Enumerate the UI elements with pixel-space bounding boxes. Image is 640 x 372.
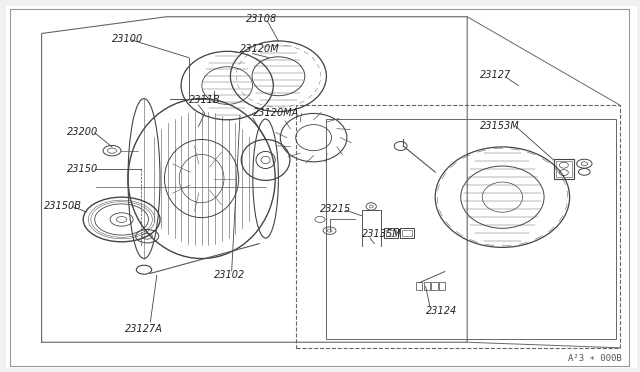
Text: 23120M: 23120M [240, 44, 280, 54]
Bar [554, 159, 574, 179]
Text: 23150B: 23150B [44, 202, 81, 211]
Bar [439, 282, 445, 290]
Text: 23200: 23200 [67, 127, 99, 137]
Bar [402, 230, 412, 236]
Bar [400, 228, 414, 238]
Text: 23108: 23108 [246, 15, 278, 24]
Text: 23100: 23100 [112, 34, 143, 44]
Bar [431, 282, 438, 290]
Text: 23153M: 23153M [480, 121, 520, 131]
Text: 23150: 23150 [67, 164, 99, 174]
Text: A²3 ∗ 000B: A²3 ∗ 000B [568, 354, 622, 363]
Bar [556, 161, 572, 177]
Bar [424, 282, 430, 290]
Text: 23127A: 23127A [125, 324, 163, 334]
Text: 23120MA: 23120MA [253, 109, 299, 118]
Text: 2311B: 2311B [189, 96, 221, 105]
Text: 23135M: 23135M [362, 229, 401, 238]
Text: 23124: 23124 [426, 307, 457, 316]
Bar [386, 230, 396, 236]
Bar [296, 105, 620, 348]
Bar [384, 228, 398, 238]
Text: 23215: 23215 [320, 205, 351, 214]
Text: 23127: 23127 [480, 70, 511, 80]
Text: 23102: 23102 [214, 270, 246, 279]
Bar [326, 119, 616, 339]
Bar [416, 282, 422, 290]
